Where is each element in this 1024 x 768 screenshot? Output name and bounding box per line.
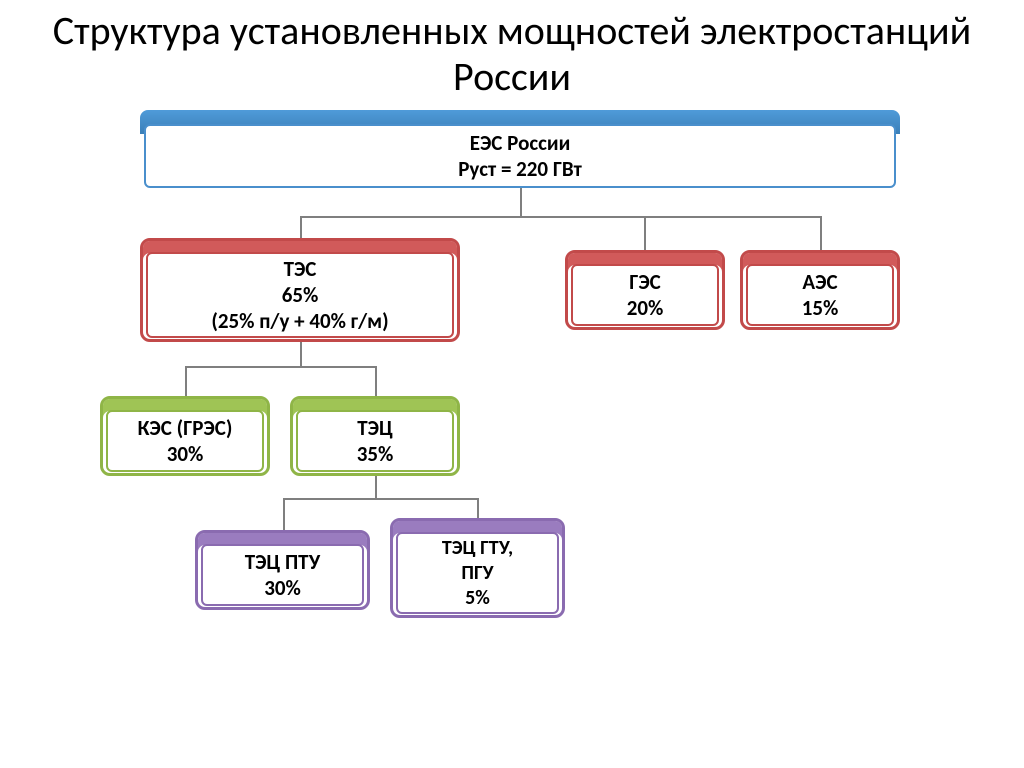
node-ges-line1: ГЭС <box>629 269 661 295</box>
node-tes-line3: (25% п/у + 40% г/м) <box>211 308 388 334</box>
node-tec-ptu-line1: ТЭЦ ПТУ <box>245 549 321 575</box>
connector-line <box>375 476 377 498</box>
connector-line <box>644 216 646 250</box>
node-tec-gtu: ТЭЦ ГТУ, ПГУ 5% <box>396 532 559 614</box>
node-tec-ptu: ТЭЦ ПТУ 30% <box>201 544 364 606</box>
node-kes-line1: КЭС (ГРЭС) <box>138 415 233 441</box>
connector-line <box>283 498 285 530</box>
node-tec-gtu-line3: 5% <box>465 586 490 611</box>
connector-line <box>185 366 375 368</box>
node-tec-ptu-line2: 30% <box>264 575 301 601</box>
node-tes: ТЭС 65% (25% п/у + 40% г/м) <box>146 252 454 338</box>
node-tec-gtu-line1: ТЭЦ ГТУ, <box>442 536 513 561</box>
node-aes-line2: 15% <box>802 295 839 321</box>
node-root-line2: Руст = 220 ГВт <box>458 156 582 182</box>
diagram-canvas: ЕЭС России Руст = 220 ГВт ТЭС 65% (25% п… <box>0 100 1024 740</box>
node-ges: ГЭС 20% <box>571 264 719 326</box>
node-tes-line1: ТЭС <box>284 256 317 282</box>
connector-line <box>300 216 820 218</box>
node-kes-line2: 30% <box>167 441 204 467</box>
connector-line <box>820 216 822 250</box>
node-tec: ТЭЦ 35% <box>296 410 454 472</box>
node-tec-line2: 35% <box>357 441 394 467</box>
node-tes-line2: 65% <box>282 282 319 308</box>
connector-line <box>185 366 187 396</box>
connector-line <box>300 216 302 238</box>
connector-line <box>375 366 377 396</box>
connector-line <box>477 498 479 518</box>
node-aes-line1: АЭС <box>802 269 837 295</box>
page-title: Структура установленных мощностей электр… <box>0 0 1024 100</box>
node-root-line1: ЕЭС России <box>470 130 571 156</box>
node-kes: КЭС (ГРЭС) 30% <box>106 410 264 472</box>
node-tec-gtu-line2: ПГУ <box>461 561 493 586</box>
connector-line <box>520 188 522 216</box>
node-root: ЕЭС России Руст = 220 ГВт <box>144 124 896 188</box>
node-tec-line1: ТЭЦ <box>357 415 393 441</box>
connector-line <box>283 498 477 500</box>
connector-line <box>300 342 302 366</box>
node-ges-line2: 20% <box>627 295 664 321</box>
node-aes: АЭС 15% <box>746 264 894 326</box>
